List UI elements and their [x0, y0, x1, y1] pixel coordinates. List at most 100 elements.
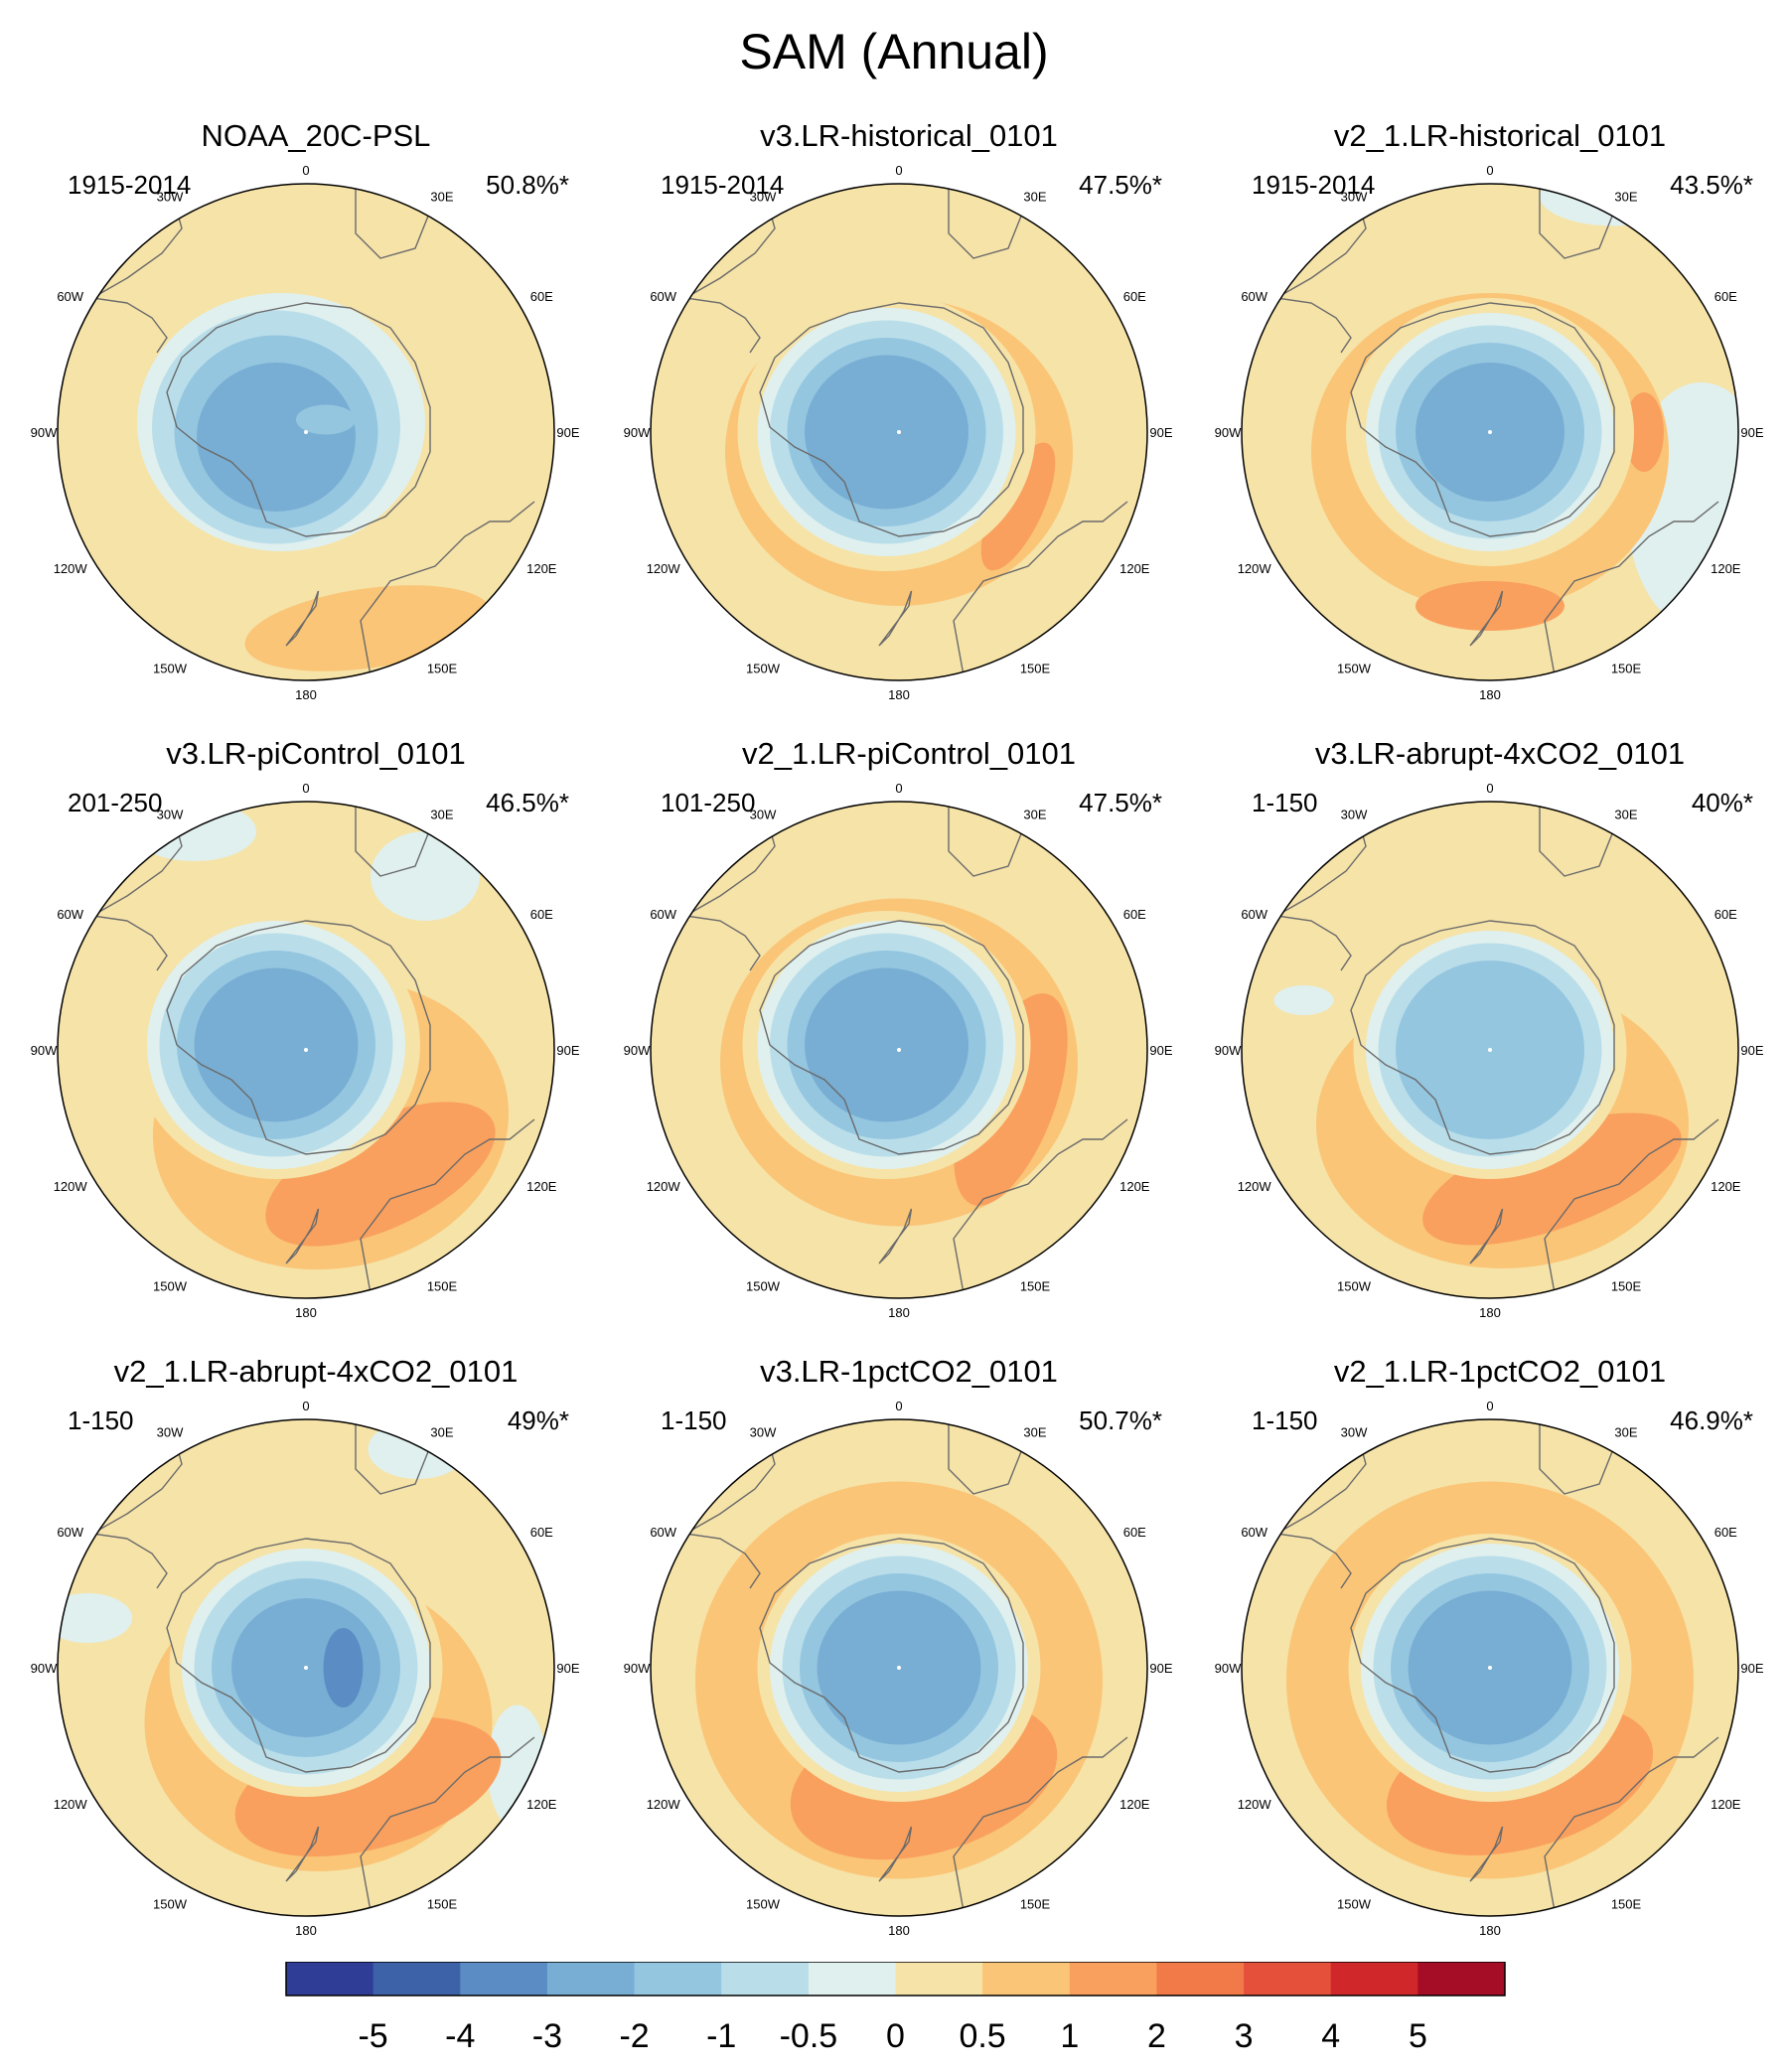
longitude-label: 120W — [1238, 1797, 1272, 1812]
contour-region — [197, 363, 356, 512]
polar-map: 0 30E 60E 90E 120E 150E 180 150W 120W 90W 60W 30W — [31, 1399, 580, 1938]
colorbar-tick-label: 5 — [1409, 2017, 1427, 2055]
colorbar-tick-label: -3 — [532, 2017, 562, 2055]
map-border — [1241, 1418, 1739, 1917]
longitude-label: 150W — [153, 661, 188, 675]
longitude-label: 60W — [1241, 1525, 1267, 1540]
longitude-label: 180 — [295, 1305, 317, 1320]
colorbar-swatch — [721, 1962, 810, 1996]
africa-outline — [1539, 807, 1620, 877]
period-label: 1915-2014 — [661, 170, 785, 200]
longitude-label: 120W — [1238, 1179, 1272, 1194]
colorbar-swatch — [1417, 1962, 1506, 1996]
variance-label: 43.5%* — [1670, 170, 1753, 200]
antarctica-outline — [1350, 920, 1615, 1155]
longitude-label: 150E — [1611, 661, 1642, 675]
longitude-label: 150E — [427, 1278, 458, 1293]
map-panel: 0 30E 60E 90E 120E 150E 180 150W 120W 90W 60W 30W v3… — [18, 732, 614, 1338]
longitude-label: 150W — [153, 1278, 188, 1293]
longitude-label: 0 — [302, 1399, 309, 1413]
colorbar-swatch — [372, 1962, 461, 1996]
colorbar-swatch — [634, 1962, 722, 1996]
map-panel: 0 30E 60E 90E 120E 150E 180 150W 120W 90W 60W 30W NO… — [18, 114, 614, 720]
map-panel: 0 30E 60E 90E 120E 150E 180 150W 120W 90W 60W 30W v2… — [18, 1350, 614, 1956]
longitude-label: 30W — [750, 1425, 777, 1440]
pole-marker — [304, 430, 308, 434]
longitude-label: 90E — [556, 1661, 579, 1676]
polar-map: 0 30E 60E 90E 120E 150E 180 150W 120W 90W 60W 30W — [624, 1399, 1173, 1938]
polar-map: 0 30E 60E 90E 120E 150E 180 150W 120W 90W 60W 30W — [624, 781, 1173, 1320]
panel-title: v3.LR-piControl_0101 — [166, 736, 466, 771]
longitude-label: 0 — [1486, 163, 1493, 178]
antarctica-outline — [1350, 302, 1615, 537]
longitude-label: 60E — [530, 1525, 553, 1540]
pole-marker — [1488, 1048, 1492, 1052]
africa-outline — [355, 189, 436, 259]
colorbar-tick-label: 0.5 — [959, 2017, 1005, 2055]
colorbar-frame — [285, 1962, 1506, 1997]
map-panel: 0 30E 60E 90E 120E 150E 180 150W 120W 90W 60W 30W v2… — [1202, 1350, 1788, 1956]
new-zealand-outline — [1469, 590, 1504, 647]
variance-label: 47.5%* — [1079, 788, 1162, 817]
longitude-label: 180 — [295, 687, 317, 702]
variance-label: 49%* — [507, 1406, 569, 1435]
colorbar-swatch — [1244, 1962, 1332, 1996]
contour-region — [980, 442, 1056, 571]
longitude-label: 120E — [1711, 561, 1741, 576]
contour-region — [1416, 581, 1564, 631]
map-border — [650, 1418, 1148, 1917]
longitude-label: 0 — [1486, 1399, 1493, 1413]
contour-region — [58, 1593, 132, 1643]
contour-region — [265, 1102, 496, 1247]
period-label: 101-250 — [661, 788, 756, 817]
longitude-label: 0 — [1486, 781, 1493, 796]
colorbar-tick-label: -4 — [445, 2017, 475, 2055]
colorbar-tick-label: 0 — [886, 2017, 905, 2055]
longitude-label: 90W — [1215, 1043, 1242, 1058]
longitude-label: 60E — [1123, 1525, 1146, 1540]
colorbar-swatch — [808, 1962, 896, 1996]
longitude-label: 0 — [895, 1399, 902, 1413]
new-zealand-outline — [285, 1826, 320, 1882]
longitude-label: 90W — [31, 1661, 58, 1676]
longitude-label: 60E — [530, 289, 553, 304]
longitude-label: 60W — [650, 1525, 676, 1540]
longitude-label: 150W — [746, 1896, 781, 1911]
antarctica-outline — [759, 302, 1024, 537]
longitude-label: 0 — [895, 781, 902, 796]
panel-title: v2_1.LR-historical_0101 — [1333, 118, 1667, 153]
pole-marker — [1488, 430, 1492, 434]
longitude-label: 150E — [427, 661, 458, 675]
africa-outline — [1539, 189, 1620, 259]
longitude-label: 60W — [650, 907, 676, 922]
map-panel: 0 30E 60E 90E 120E 150E 180 150W 120W 90W 60W 30W v2… — [1202, 114, 1788, 720]
variance-label: 46.9%* — [1670, 1406, 1753, 1435]
longitude-label: 30E — [430, 1425, 453, 1440]
longitude-label: 120W — [54, 561, 88, 576]
map-panel: 0 30E 60E 90E 120E 150E 180 150W 120W 90W 60W 30W v3… — [611, 114, 1207, 720]
longitude-label: 150E — [1020, 661, 1051, 675]
colorbar-tick-label: 1 — [1060, 2017, 1079, 2055]
longitude-label: 30E — [1614, 190, 1637, 205]
longitude-label: 150W — [153, 1896, 188, 1911]
polar-map: 0 30E 60E 90E 120E 150E 180 150W 120W 90W 60W 30W — [624, 163, 1173, 702]
longitude-label: 30E — [1614, 808, 1637, 822]
colorbar-swatch — [982, 1962, 1071, 1996]
longitude-label: 60E — [1714, 1525, 1737, 1540]
map-border — [57, 183, 555, 681]
longitude-label: 60E — [530, 907, 553, 922]
contour-region — [805, 355, 968, 510]
australia-outline — [360, 1118, 535, 1294]
longitude-label: 150E — [1020, 1896, 1051, 1911]
variance-label: 46.5%* — [486, 788, 569, 817]
map-panel: 0 30E 60E 90E 120E 150E 180 150W 120W 90W 60W 30W v2… — [611, 732, 1207, 1338]
longitude-label: 150W — [1337, 1896, 1372, 1911]
period-label: 1-150 — [1252, 788, 1318, 817]
map-panel: 0 30E 60E 90E 120E 150E 180 150W 120W 90W 60W 30W v3… — [1202, 732, 1788, 1338]
new-zealand-outline — [878, 1826, 913, 1882]
longitude-label: 120E — [1711, 1179, 1741, 1194]
longitude-label: 30E — [1023, 1425, 1046, 1440]
longitude-label: 30E — [1023, 190, 1046, 205]
polar-map: 0 30E 60E 90E 120E 150E 180 150W 120W 90W 60W 30W — [31, 781, 580, 1320]
longitude-label: 120W — [54, 1179, 88, 1194]
